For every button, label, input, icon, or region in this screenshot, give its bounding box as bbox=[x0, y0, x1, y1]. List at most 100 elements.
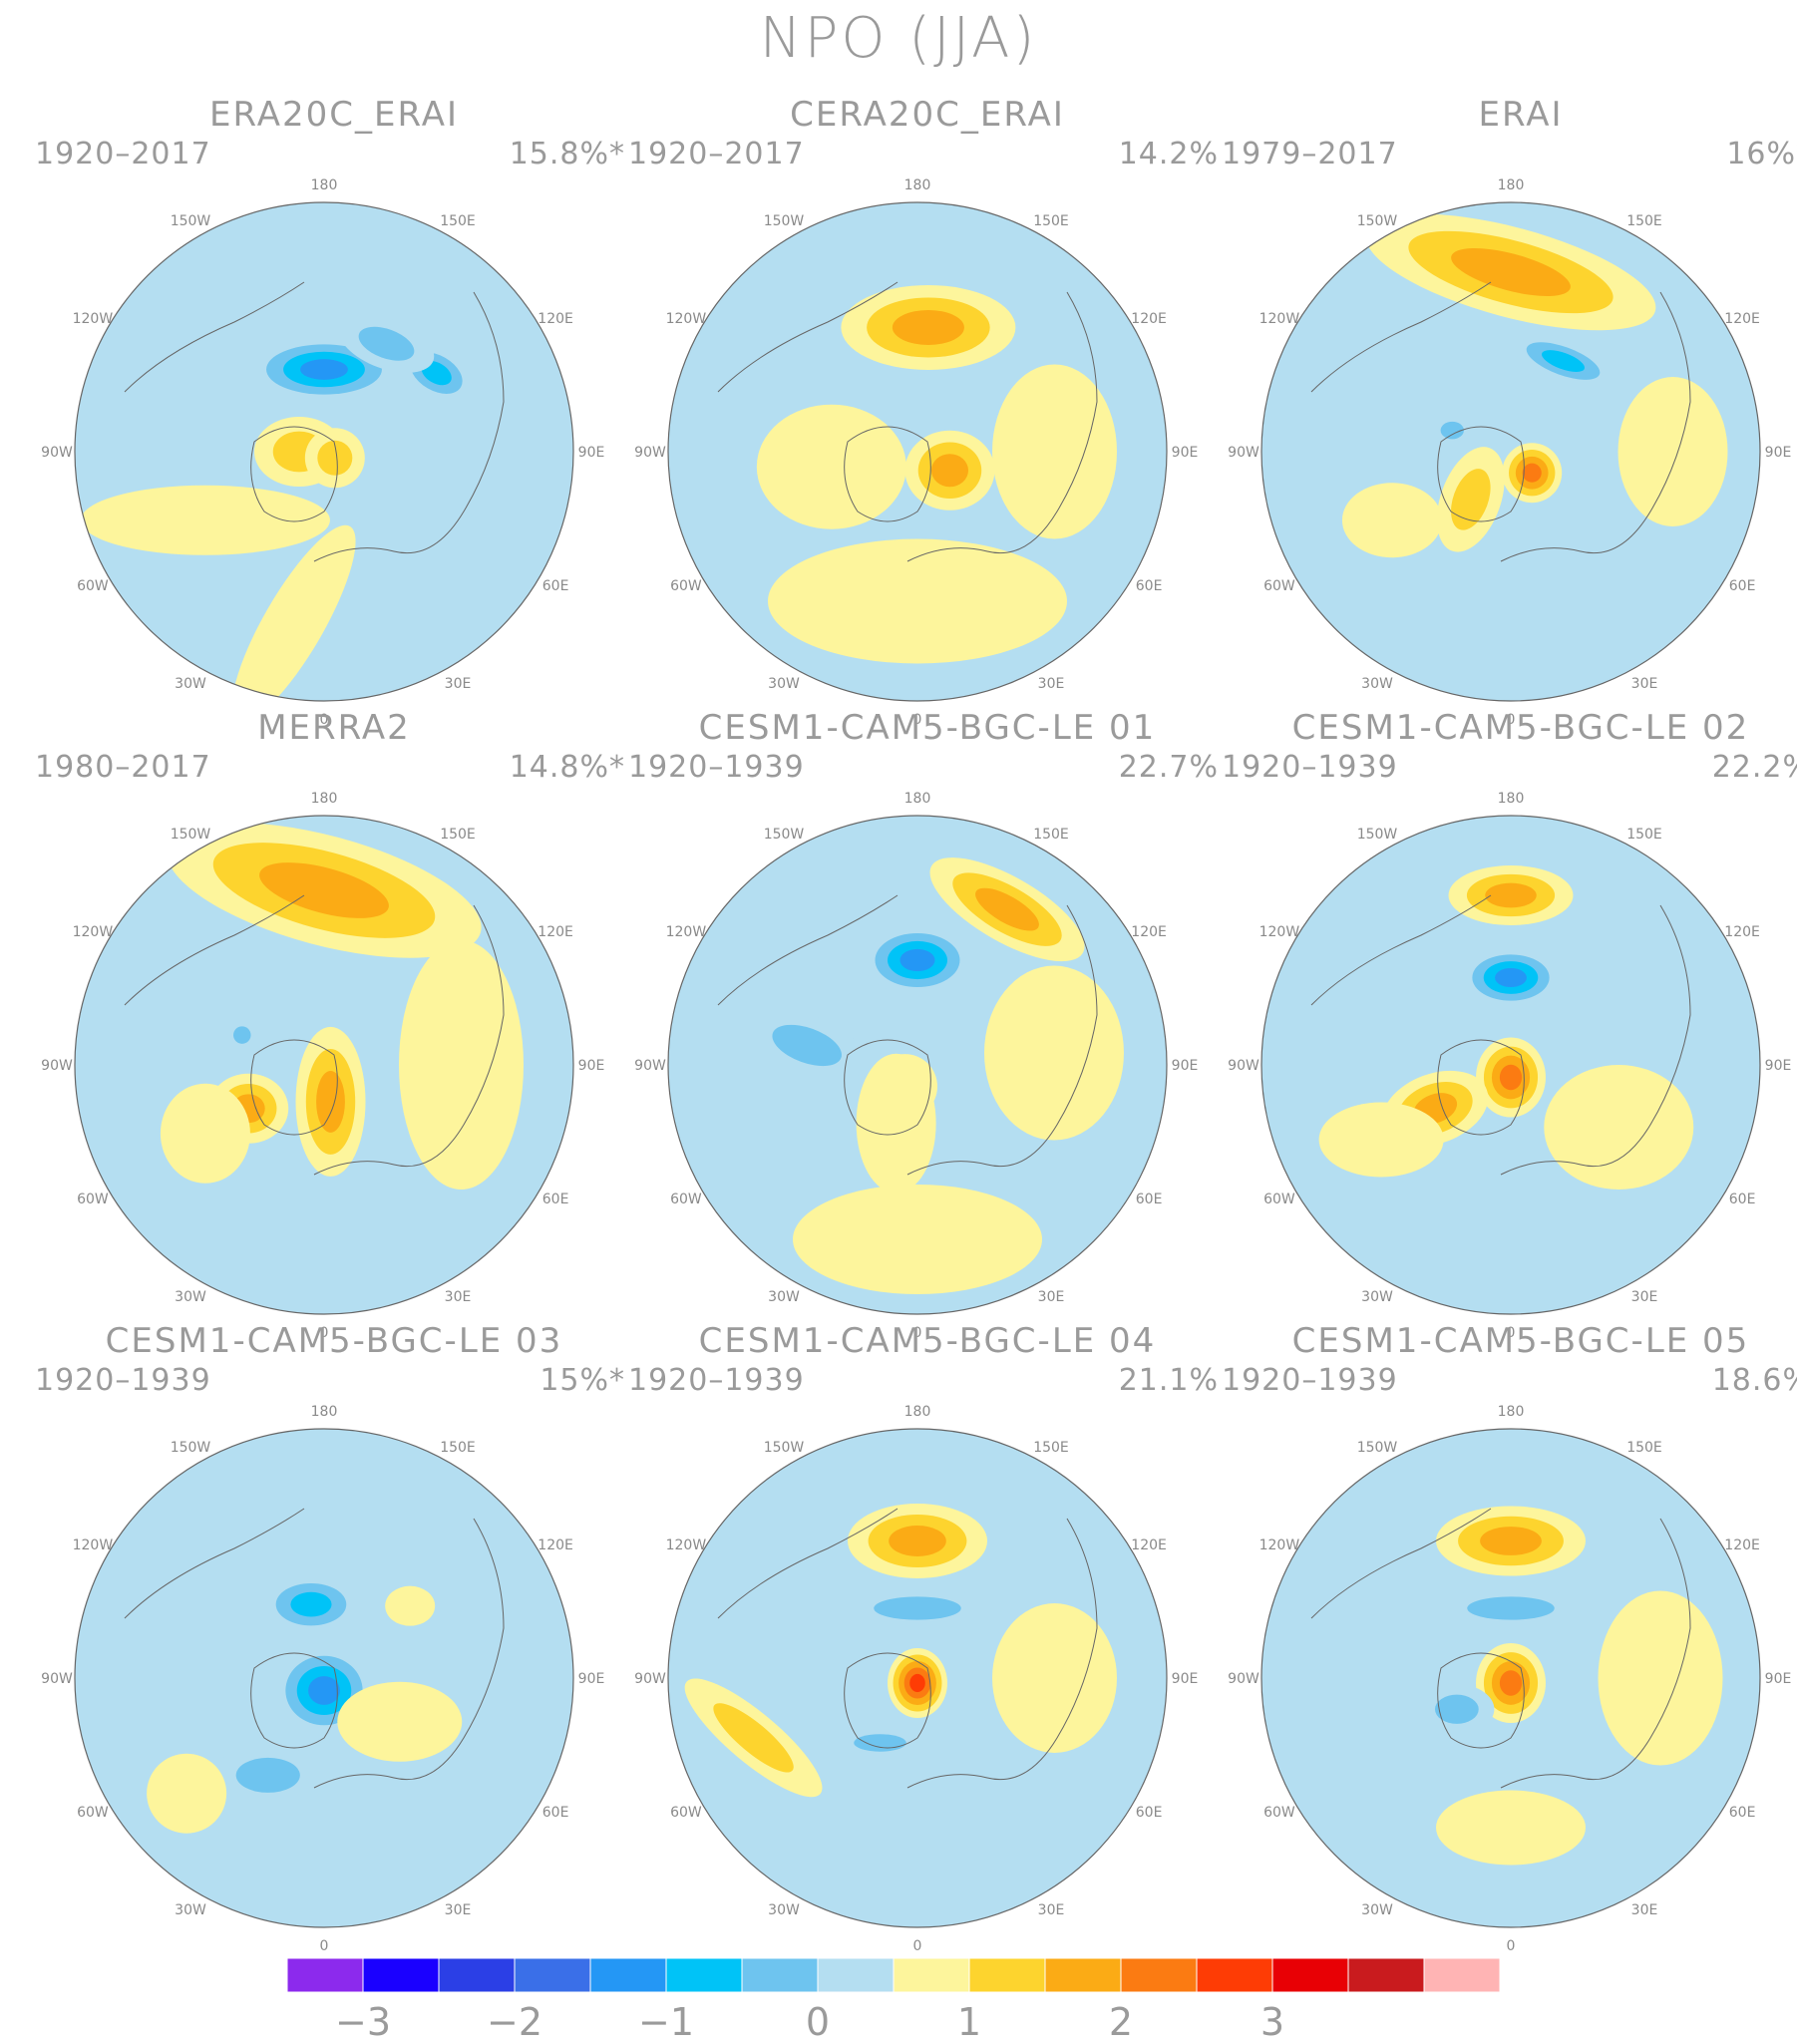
coastline-eurasia bbox=[313, 904, 505, 1176]
main-title: NPO (JJA) bbox=[759, 6, 1038, 71]
panel-title: ERA20C_ERAI bbox=[208, 95, 459, 135]
colorbar-swatch bbox=[817, 1958, 895, 1993]
panel-title: CESM1-CAM5-BGC-LE 01 bbox=[698, 708, 1157, 748]
longitude-label: 120W bbox=[666, 924, 707, 940]
longitude-label: 30E bbox=[1631, 676, 1658, 692]
variance-label: 14.8%* bbox=[509, 750, 625, 785]
contour-region bbox=[160, 1083, 250, 1184]
colorbar-swatch bbox=[1347, 1958, 1425, 1993]
contour-region bbox=[768, 538, 1067, 664]
polar-map: 180 150E 120E 90E 60E 30E 0 30W 60W 90W 120W 150W bbox=[634, 791, 1199, 1341]
longitude-label: 150W bbox=[1357, 213, 1398, 229]
contour-region bbox=[1480, 1527, 1542, 1555]
map-panel: CESM1-CAM5-BGC-LE 03 1920–1939 15%* 180 150E… bbox=[35, 1321, 633, 1959]
longitude-label: 120E bbox=[1131, 311, 1167, 327]
longitude-label: 180 bbox=[1498, 791, 1525, 807]
coastline-north-america bbox=[717, 281, 898, 393]
longitude-label: 90E bbox=[1765, 1671, 1792, 1687]
longitude-label: 120W bbox=[666, 1537, 707, 1553]
coastline-north-america bbox=[124, 281, 305, 393]
longitude-label: 120W bbox=[666, 311, 707, 327]
longitude-label: 30W bbox=[1361, 1902, 1393, 1918]
longitude-label: 120W bbox=[1259, 1537, 1300, 1553]
contour-region bbox=[308, 1676, 340, 1705]
map-boundary bbox=[1260, 201, 1761, 702]
coastline-greenland bbox=[250, 426, 338, 522]
contour-region bbox=[317, 440, 353, 476]
colorbar-swatch bbox=[1271, 1958, 1349, 1993]
coastline-greenland bbox=[844, 426, 931, 522]
longitude-label: 120W bbox=[1259, 311, 1300, 327]
coastline-north-america bbox=[717, 894, 898, 1006]
colorbar-swatch bbox=[589, 1958, 667, 1993]
longitude-label: 180 bbox=[311, 791, 338, 807]
longitude-label: 60E bbox=[1729, 1192, 1756, 1207]
period-label: 1979–2017 bbox=[1222, 137, 1398, 171]
contour-region bbox=[1522, 463, 1542, 483]
contour-region bbox=[231, 524, 356, 701]
longitude-label: 30E bbox=[1038, 676, 1065, 692]
contour-region bbox=[290, 1591, 332, 1617]
contour-region bbox=[1544, 1065, 1694, 1190]
longitude-label: 60W bbox=[1263, 1805, 1295, 1821]
longitude-label: 90W bbox=[41, 445, 73, 461]
longitude-label: 30E bbox=[445, 1902, 472, 1918]
period-label: 1920–1939 bbox=[1222, 750, 1398, 785]
colorbar-swatch bbox=[741, 1958, 819, 1993]
coastline-greenland bbox=[250, 1652, 338, 1749]
longitude-label: 0 bbox=[320, 712, 329, 728]
contour-region bbox=[1436, 1790, 1586, 1866]
longitude-label: 150W bbox=[764, 827, 805, 843]
contour-region bbox=[1598, 1590, 1723, 1766]
longitude-label: 150E bbox=[1626, 827, 1662, 843]
longitude-label: 150E bbox=[1626, 213, 1662, 229]
contour-region bbox=[259, 862, 389, 918]
longitude-label: 90W bbox=[41, 1671, 73, 1687]
longitude-label: 120E bbox=[538, 311, 573, 327]
map-panel: ERA20C_ERAI 1920–2017 15.8%* 180 150E 120E 90E… bbox=[35, 95, 633, 733]
longitude-label: 30W bbox=[768, 676, 800, 692]
longitude-label: 180 bbox=[1498, 1404, 1525, 1420]
colorbar-tick-label: −3 bbox=[334, 2000, 392, 2044]
polar-map: 180 150E 120E 90E 60E 30E 0 30W 60W 90W 120W 150W bbox=[41, 177, 604, 728]
colorbar-swatch bbox=[968, 1958, 1046, 1993]
variance-label: 22.2% bbox=[1711, 750, 1797, 785]
longitude-label: 30E bbox=[445, 676, 472, 692]
contour-region bbox=[1617, 377, 1728, 526]
longitude-label: 30E bbox=[1038, 1902, 1065, 1918]
coastline-eurasia bbox=[313, 1518, 505, 1789]
longitude-label: 60E bbox=[1136, 578, 1163, 594]
colorbar-tick-label: 1 bbox=[956, 2000, 982, 2044]
longitude-label: 120E bbox=[1131, 924, 1167, 940]
colorbar-tick-label: 0 bbox=[805, 2000, 831, 2044]
map-boundary bbox=[667, 1428, 1168, 1928]
longitude-label: 0 bbox=[913, 712, 922, 728]
colorbar-swatch bbox=[438, 1958, 516, 1993]
period-label: 1920–1939 bbox=[628, 1363, 805, 1398]
longitude-label: 60W bbox=[670, 578, 702, 594]
longitude-label: 30W bbox=[175, 1289, 206, 1305]
longitude-label: 150W bbox=[171, 213, 211, 229]
longitude-label: 120W bbox=[73, 311, 114, 327]
contour-region bbox=[756, 404, 906, 529]
contour-region bbox=[892, 309, 964, 345]
longitude-label: 60W bbox=[1263, 578, 1295, 594]
coastline-eurasia bbox=[906, 904, 1098, 1176]
longitude-label: 180 bbox=[1498, 177, 1525, 193]
longitude-label: 0 bbox=[1507, 1938, 1516, 1954]
longitude-label: 90E bbox=[1172, 1058, 1199, 1074]
coastline-greenland bbox=[1437, 1652, 1525, 1749]
longitude-label: 90W bbox=[41, 1058, 73, 1074]
longitude-label: 150E bbox=[440, 213, 476, 229]
contour-region bbox=[1451, 469, 1491, 530]
longitude-label: 90E bbox=[1172, 445, 1199, 461]
coastline-eurasia bbox=[1500, 904, 1691, 1176]
longitude-label: 30W bbox=[175, 676, 206, 692]
colorbar-tick-label: 3 bbox=[1259, 2000, 1285, 2044]
longitude-label: 120E bbox=[1724, 311, 1760, 327]
longitude-label: 150W bbox=[171, 1440, 211, 1456]
longitude-label: 150W bbox=[1357, 827, 1398, 843]
map-panel: ERAI 1979–2017 16%* 180 150E 120E 90E 60E 30E 0 30… bbox=[1222, 95, 1797, 733]
